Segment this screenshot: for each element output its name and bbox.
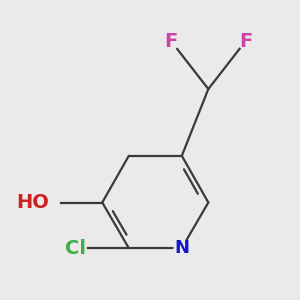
Text: N: N: [174, 239, 189, 257]
Text: F: F: [165, 32, 178, 51]
Text: Cl: Cl: [65, 238, 86, 258]
Text: HO: HO: [16, 193, 49, 212]
Text: F: F: [239, 32, 252, 51]
